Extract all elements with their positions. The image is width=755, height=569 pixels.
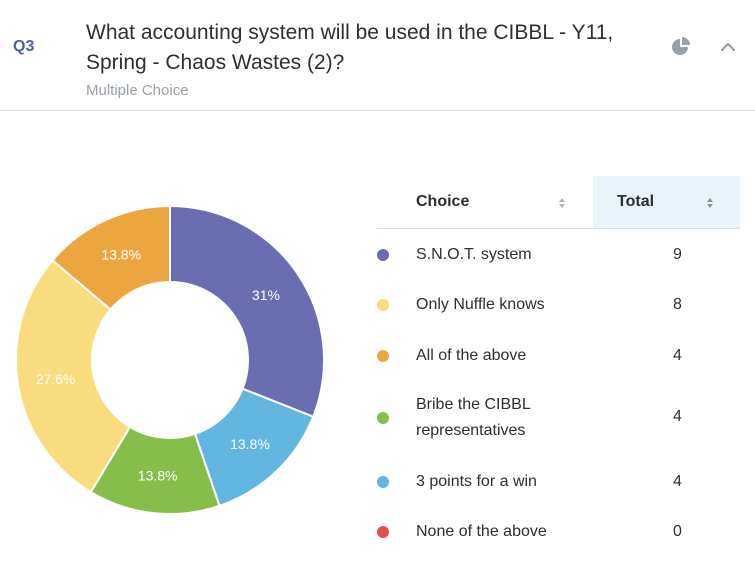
- choice-total: 4: [673, 347, 682, 364]
- legend-dot: [377, 526, 389, 538]
- table-row: All of the above 4: [377, 337, 740, 377]
- table-row: None of the above 0: [377, 513, 740, 553]
- choice-label: None of the above: [416, 523, 547, 540]
- choice-label: Bribe the CIBBL representatives: [416, 396, 531, 439]
- table-header: Choice Total: [377, 176, 740, 229]
- choice-total: 4: [673, 408, 682, 425]
- question-type: Multiple Choice: [86, 82, 189, 99]
- table-row: Only Nuffle knows 8: [377, 286, 740, 326]
- table-row: 3 points for a win 4: [377, 463, 740, 503]
- table-row: S.N.O.T. system 9: [377, 236, 740, 276]
- donut-slice[interactable]: [51, 204, 171, 311]
- choice-total: 8: [673, 296, 682, 313]
- donut-slice[interactable]: [15, 258, 132, 494]
- legend-dot: [377, 412, 389, 424]
- choice-label: All of the above: [416, 347, 527, 364]
- legend-dot: [377, 476, 389, 488]
- legend-dot: [377, 299, 389, 311]
- question-number: Q3: [13, 38, 35, 55]
- pie-chart-icon[interactable]: [669, 36, 691, 58]
- choice-label: S.N.O.T. system: [416, 246, 532, 263]
- choice-total: 0: [673, 523, 682, 540]
- choice-total: 4: [673, 473, 682, 490]
- column-header-choice[interactable]: Choice: [377, 176, 593, 228]
- chevron-up-icon[interactable]: [718, 38, 738, 56]
- choice-label: 3 points for a win: [416, 473, 537, 490]
- slice-label: 27.6%: [36, 371, 76, 387]
- slice-label: 13.8%: [138, 467, 178, 483]
- sort-icon[interactable]: [705, 195, 715, 211]
- choice-total: 9: [673, 246, 682, 263]
- choice-label: Only Nuffle knows: [416, 296, 545, 313]
- question-title: What accounting system will be used in t…: [86, 21, 614, 74]
- results-table: Choice Total S.N.O.T. system 9 Only Nuff…: [377, 176, 740, 540]
- legend-dot: [377, 249, 389, 261]
- column-header-choice-label: Choice: [416, 193, 470, 210]
- column-header-total-label: Total: [617, 193, 655, 210]
- question-header: Q3 What accounting system will be used i…: [0, 0, 755, 111]
- table-row: Bribe the CIBBL representatives 4: [377, 386, 740, 446]
- sort-icon[interactable]: [557, 195, 567, 211]
- column-header-total[interactable]: Total: [593, 176, 740, 228]
- slice-label: 13.8%: [230, 436, 270, 452]
- slice-label: 13.8%: [101, 247, 141, 263]
- legend-dot: [377, 350, 389, 362]
- slice-label: 31%: [252, 287, 280, 303]
- donut-chart: 31% 13.8% 13.8% 27.6% 13.8%: [15, 204, 325, 515]
- donut-slice[interactable]: [169, 204, 325, 418]
